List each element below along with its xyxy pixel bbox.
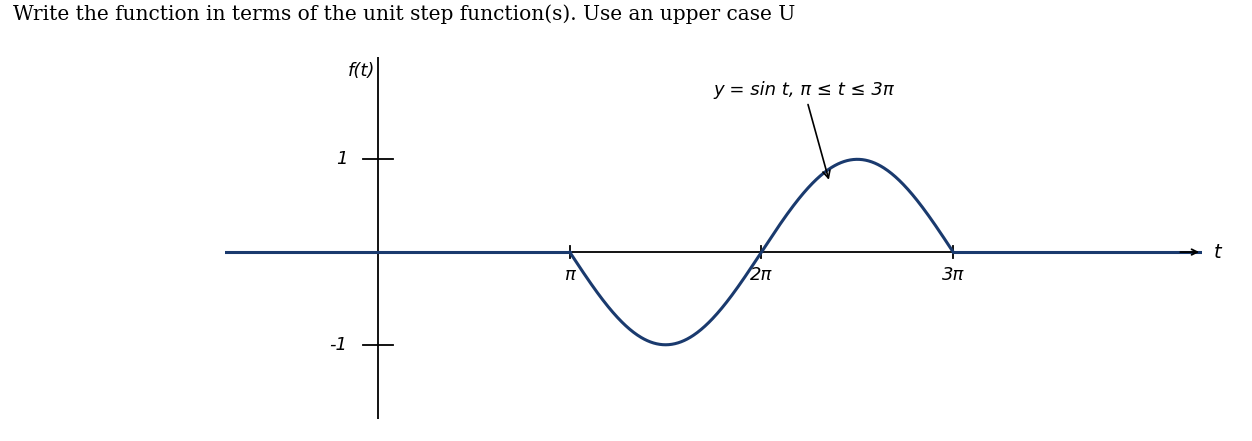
Text: 3π: 3π — [942, 266, 964, 284]
Text: y = sin t, π ≤ t ≤ 3π: y = sin t, π ≤ t ≤ 3π — [714, 81, 894, 178]
Text: f(t): f(t) — [348, 62, 374, 80]
Text: t: t — [1214, 243, 1222, 262]
Text: -1: -1 — [329, 336, 347, 354]
Text: π: π — [565, 266, 575, 284]
Text: 2π: 2π — [750, 266, 772, 284]
Text: Write the function in terms of the unit step function(s). Use an upper case U: Write the function in terms of the unit … — [13, 4, 795, 24]
Text: 1: 1 — [336, 150, 347, 168]
